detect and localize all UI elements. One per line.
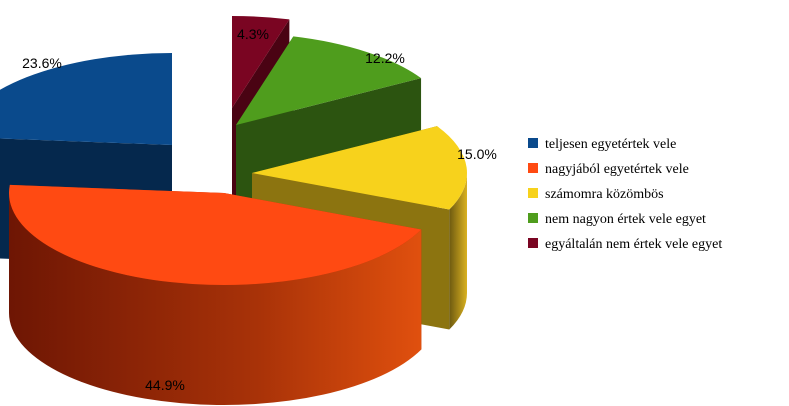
data-label-4: 4.3%	[237, 26, 269, 42]
slice-top-1	[9, 184, 422, 285]
slice-top-0	[0, 53, 172, 145]
slice-top-4	[232, 16, 290, 108]
data-label-1: 44.9%	[145, 377, 185, 393]
slice-top-3	[236, 36, 422, 126]
legend-swatch-4	[528, 238, 538, 248]
legend-label-3: nem nagyon értek vele egyet	[545, 212, 706, 227]
legend-label-1: nagyjából egyetértek vele	[545, 162, 689, 177]
data-label-3: 12.2%	[365, 50, 405, 66]
legend-swatch-2	[528, 188, 538, 198]
data-label-2: 15.0%	[457, 146, 497, 162]
legend-swatch-1	[528, 163, 538, 173]
legend-label-0: teljesen egyetértek vele	[545, 137, 676, 152]
data-label-0: 23.6%	[22, 55, 62, 71]
legend-label-4: egyáltalán nem értek vele egyet	[545, 237, 722, 252]
legend: teljesen egyetértek vele nagyjából egyeté…	[528, 137, 722, 252]
legend-label-2: számomra közömbös	[545, 187, 664, 202]
legend-swatch-0	[528, 138, 538, 148]
slice-side-1	[9, 193, 422, 405]
slice-top-2	[252, 126, 467, 210]
slice-side-2	[449, 173, 467, 330]
legend-swatch-3	[528, 213, 538, 223]
